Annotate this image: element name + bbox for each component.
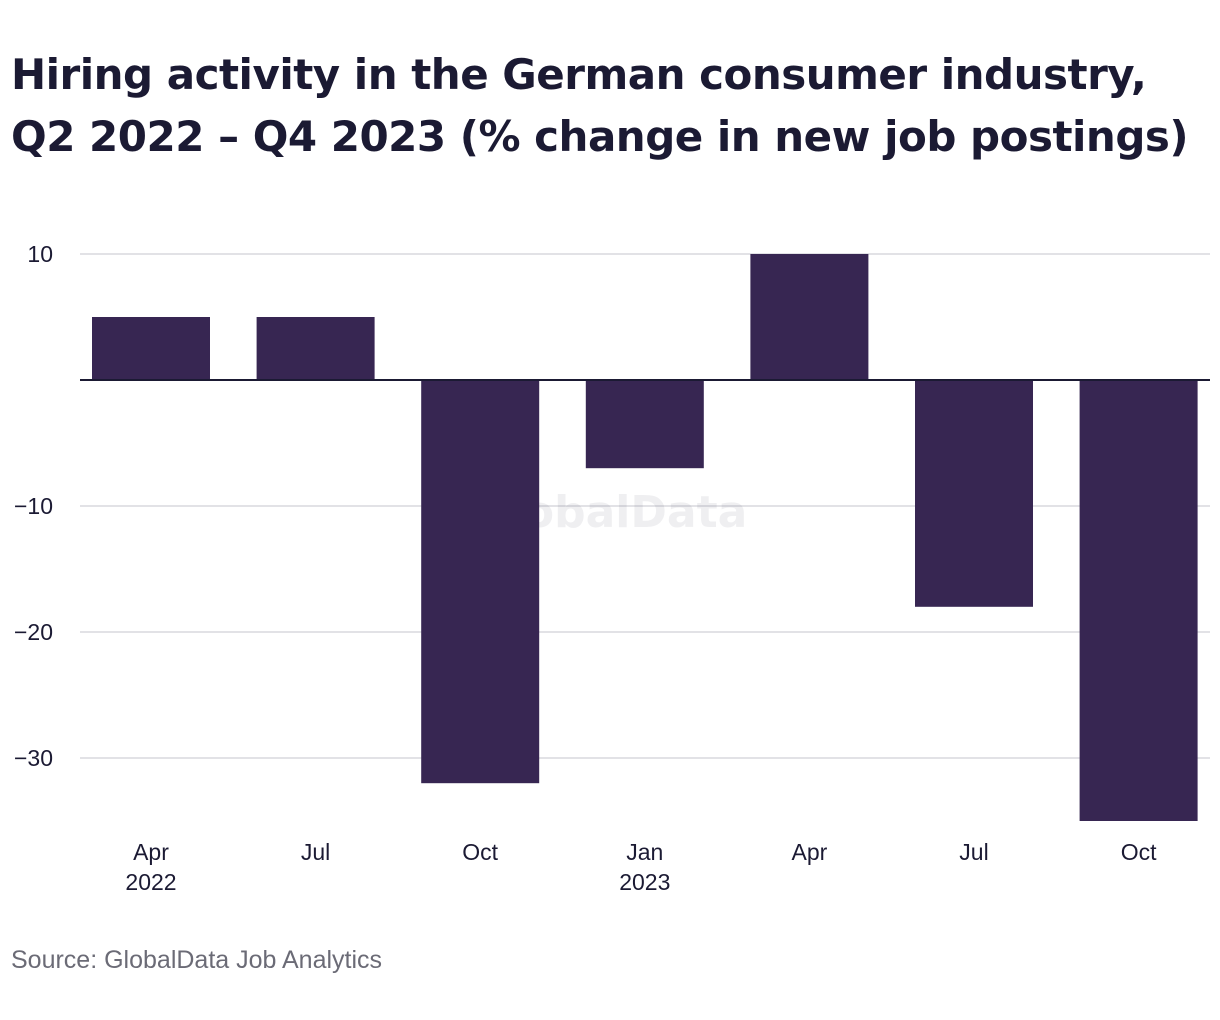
bar [256, 317, 375, 380]
x-tick-label: Jul [959, 839, 988, 865]
x-axis-ticks: Apr 2022 Jul Oct Jan 2023 Apr Jul Oct [125, 839, 1157, 895]
bar [915, 380, 1033, 607]
x-tick-label: Jan [626, 839, 663, 865]
bar [585, 380, 704, 469]
y-axis-ticks: 10 −10 −20 −30 [14, 241, 53, 771]
x-tick-label: Oct [1121, 839, 1157, 865]
x-tick-year-label: 2023 [619, 869, 670, 895]
x-tick-label: Oct [462, 839, 498, 865]
x-tick-label: Jul [301, 839, 330, 865]
source-note: Source: GlobalData Job Analytics [11, 946, 383, 974]
x-tick-label: Apr [792, 839, 828, 865]
bar [750, 254, 869, 380]
bar [421, 380, 540, 784]
bar [1079, 380, 1198, 821]
y-tick-label: −10 [14, 493, 53, 519]
y-tick-label: 10 [27, 241, 53, 267]
x-tick-label: Apr [133, 839, 169, 865]
bar [92, 317, 210, 380]
x-tick-year-label: 2022 [125, 869, 176, 895]
chart-title: Hiring activity in the German consumer i… [11, 50, 1189, 161]
y-tick-label: −30 [14, 745, 53, 771]
y-tick-label: −20 [14, 619, 53, 645]
bars [92, 254, 1198, 821]
